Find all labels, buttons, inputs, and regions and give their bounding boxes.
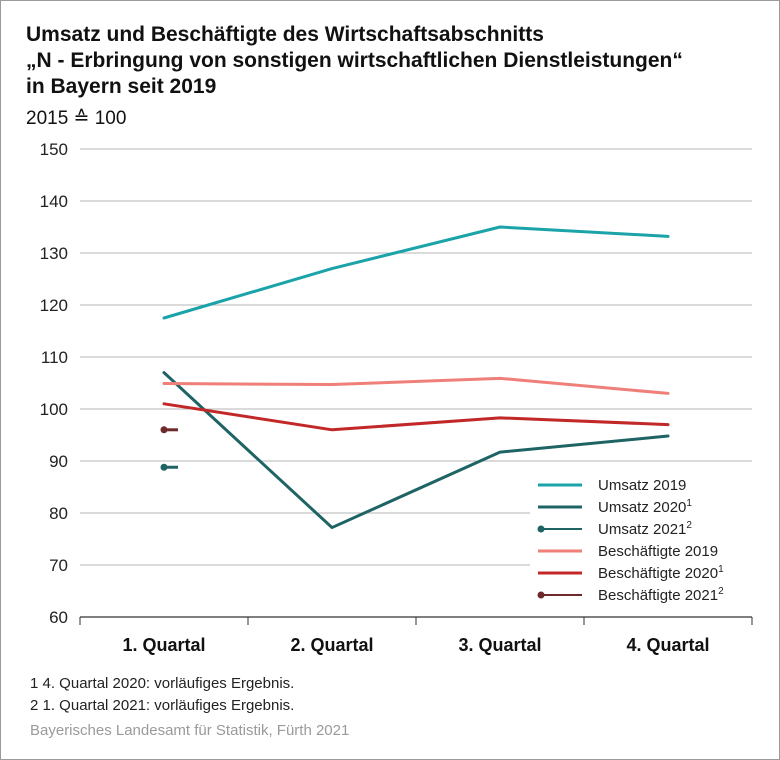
y-axis-tick-labels: 60 70 80 90 100 110 120 130 140 150 [40, 140, 68, 627]
source-note: Bayerisches Landesamt für Statistik, Für… [30, 722, 350, 739]
footnote-1: 1 4. Quartal 2020: vorläufiges Ergebnis. [30, 675, 295, 692]
legend-background [530, 474, 752, 614]
y-tick-label-80: 80 [49, 504, 68, 523]
y-tick-label-60: 60 [49, 608, 68, 627]
y-tick-label-150: 150 [40, 140, 68, 159]
x-tick-label-2: 2. Quartal [290, 635, 373, 655]
x-tick-label-1: 1. Quartal [122, 635, 205, 655]
series-line-umsatz-2020 [162, 371, 670, 530]
x-tick-label-3: 3. Quartal [458, 635, 541, 655]
legend-point-umsatz-2021 [537, 525, 545, 533]
y-tick-label-70: 70 [49, 556, 68, 575]
title-line-2: „N - Erbringung von sonstigen wirtschaft… [26, 49, 683, 72]
series-line-beschaeftigte-2019 [162, 376, 670, 395]
y-tick-label-140: 140 [40, 192, 68, 211]
chart-subtitle: 2015 ≙ 100 [26, 108, 127, 129]
footnote-2: 2 1. Quartal 2021: vorläufiges Ergebnis. [30, 697, 295, 714]
legend-label-beschaeftigte-2021: Beschäftigte 20212 [598, 586, 724, 604]
series-group [160, 225, 670, 530]
legend-point-beschaeftigte-2021 [537, 591, 545, 599]
x-tick-label-4: 4. Quartal [626, 635, 709, 655]
legend-label-beschaeftigte-2020: Beschäftigte 20201 [598, 564, 724, 582]
legend-label-umsatz-2021: Umsatz 20212 [598, 520, 692, 538]
series-point-umsatz-2021 [160, 463, 168, 471]
title-line-1: Umsatz und Beschäftigte des Wirtschaftsa… [26, 23, 544, 46]
y-tick-label-120: 120 [40, 296, 68, 315]
chart-title: Umsatz und Beschäftigte des Wirtschaftsa… [26, 22, 683, 100]
series-line-beschaeftigte-2020 [162, 402, 670, 432]
title-line-3: in Bayern seit 2019 [26, 75, 217, 98]
y-tick-label-130: 130 [40, 244, 68, 263]
series-point-beschaeftigte-2021 [160, 426, 168, 434]
series-line-umsatz-2019 [162, 225, 670, 320]
y-tick-label-90: 90 [49, 452, 68, 471]
legend-label-umsatz-2019: Umsatz 2019 [598, 477, 686, 494]
y-tick-label-100: 100 [40, 400, 68, 419]
legend-label-beschaeftigte-2019: Beschäftigte 2019 [598, 543, 718, 560]
legend: Umsatz 2019 Umsatz 20201 Umsatz 20212 Besch… [530, 474, 752, 614]
x-axis: 1. Quartal 2. Quartal 3. Quartal 4. Quartal [79, 616, 753, 655]
legend-label-umsatz-2020: Umsatz 20201 [598, 498, 692, 516]
y-tick-label-110: 110 [41, 348, 68, 367]
